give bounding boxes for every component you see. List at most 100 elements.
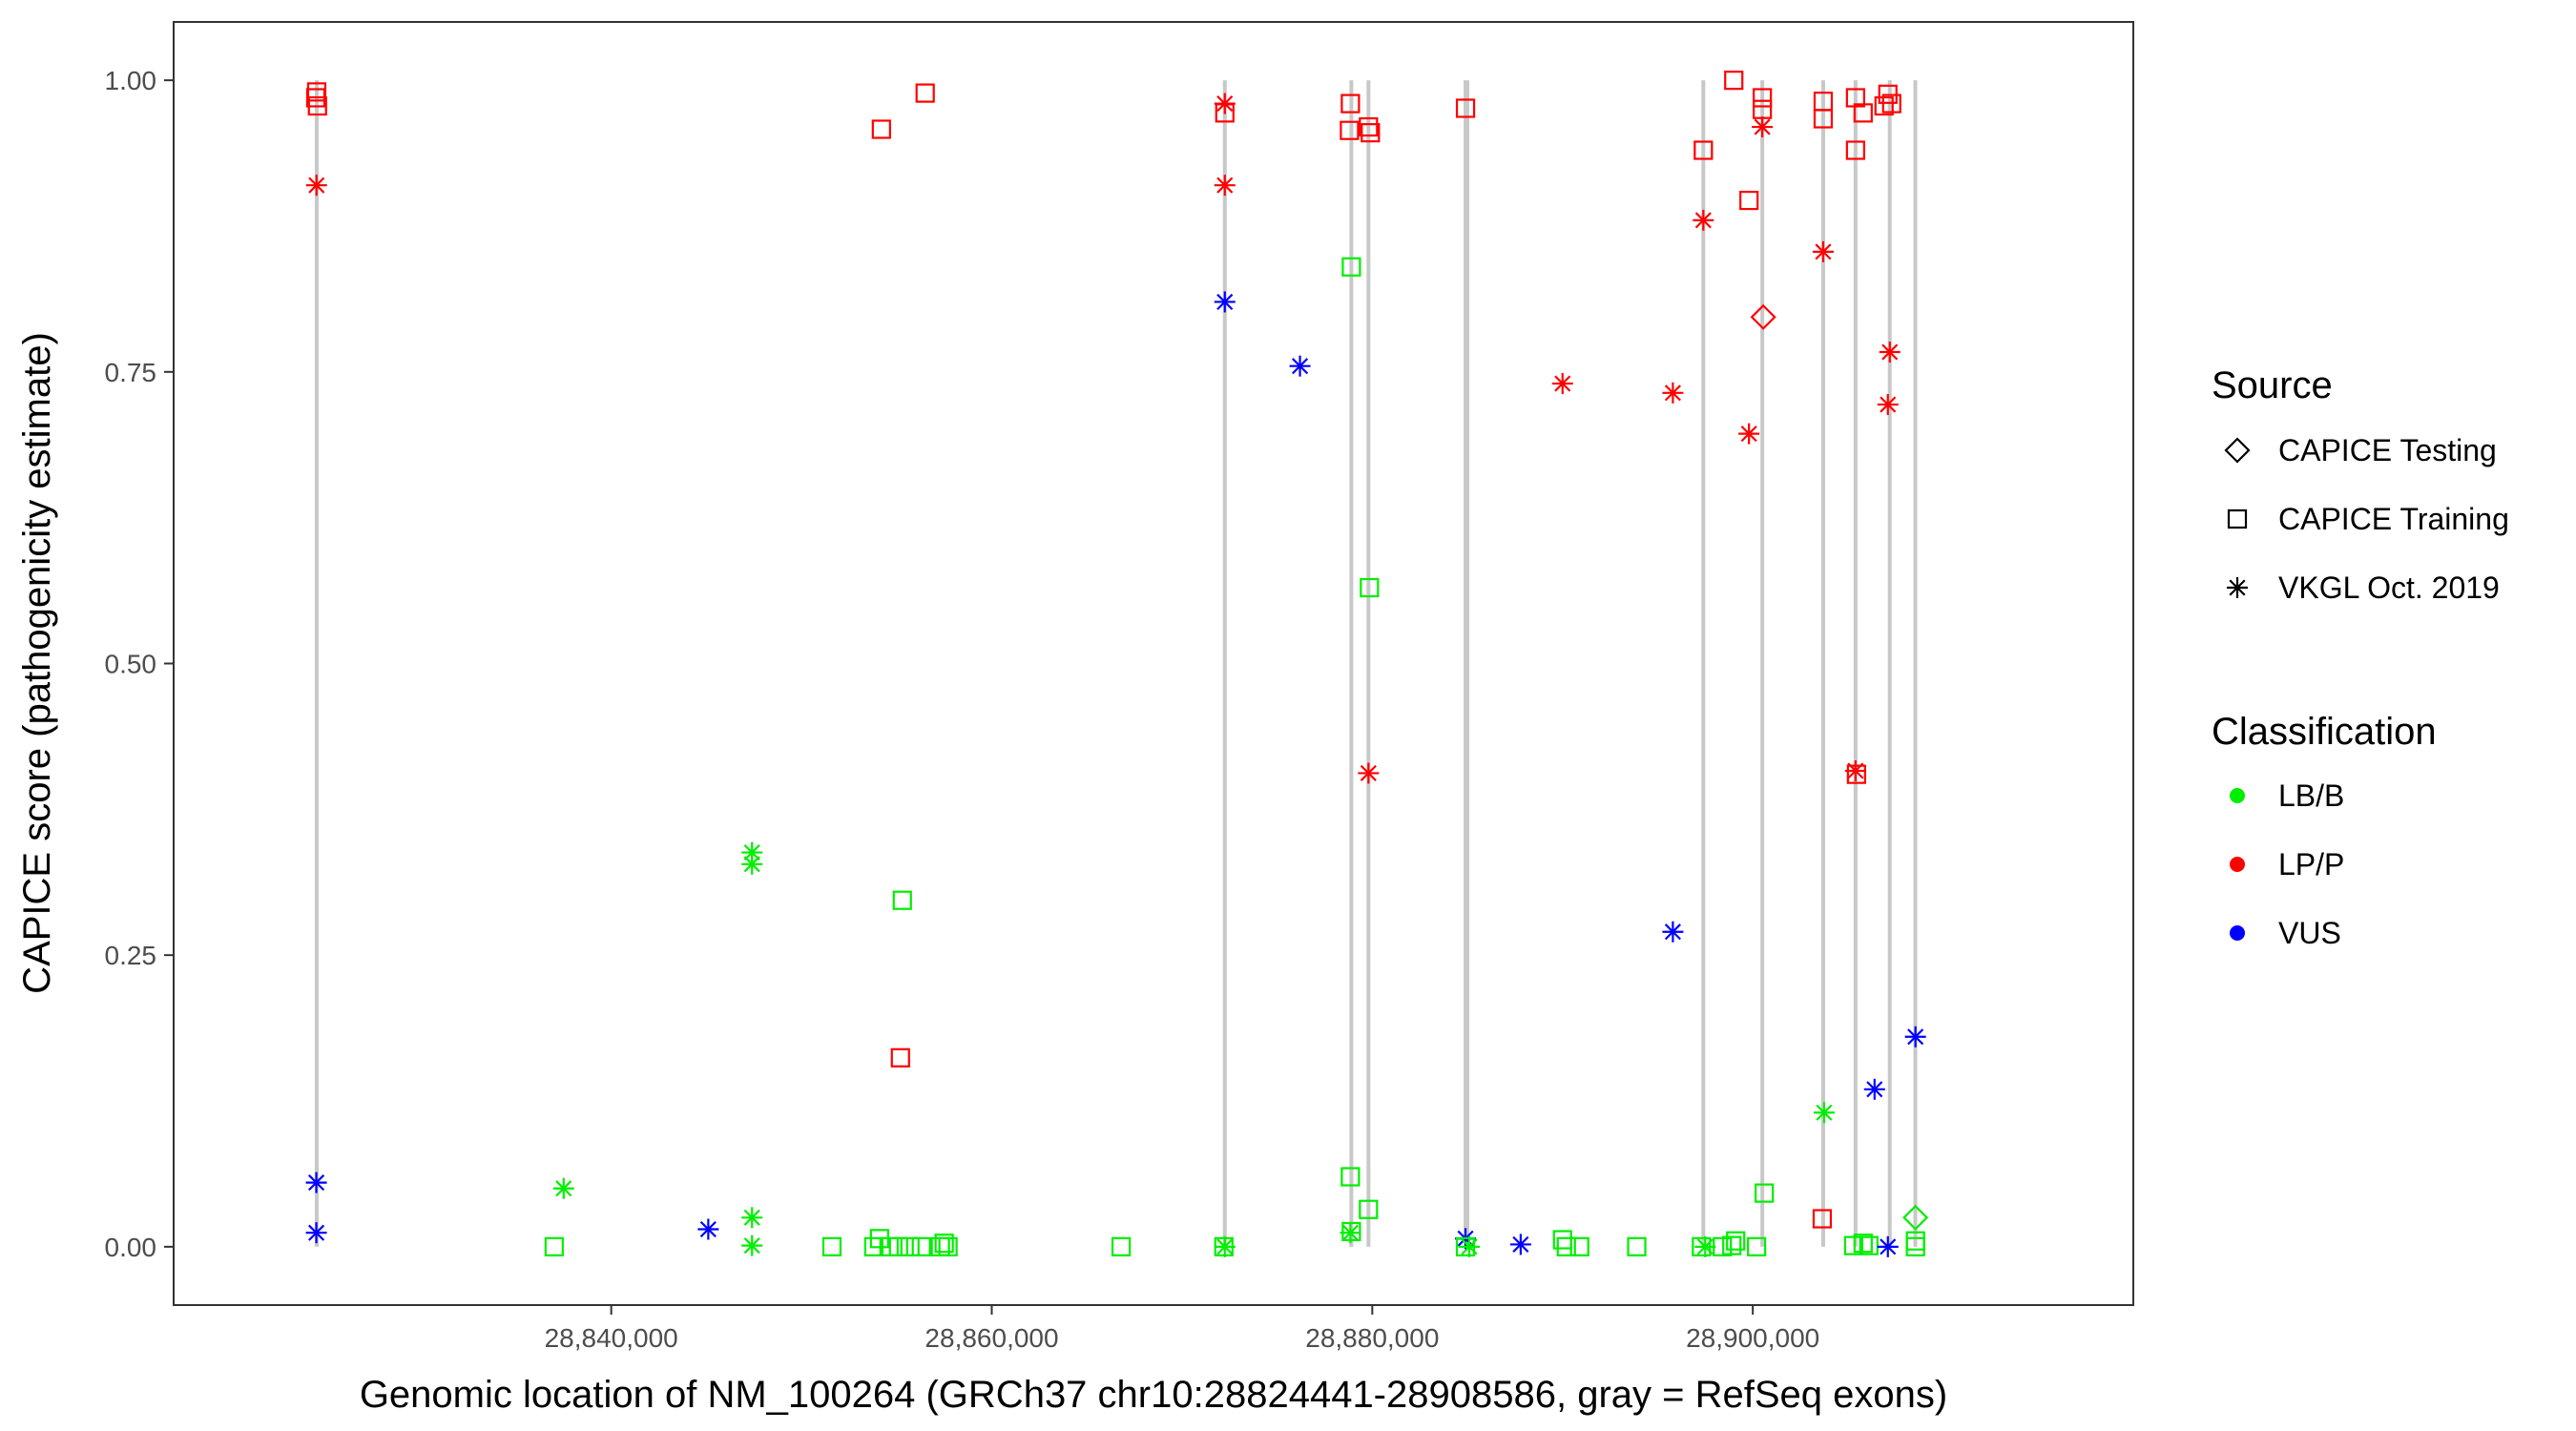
data-point-93 xyxy=(1877,394,1899,416)
data-point-60 xyxy=(1693,209,1714,231)
data-point-3 xyxy=(307,95,327,116)
data-point-58 xyxy=(1662,921,1684,943)
x-axis-title: Genomic location of NM_100264 (GRCh37 ch… xyxy=(360,1374,1947,1416)
data-point-23 xyxy=(900,1236,920,1256)
data-point-38 xyxy=(1341,257,1361,277)
data-points xyxy=(305,71,1929,1257)
exon-band-9 xyxy=(1853,80,1858,1247)
legend-class-label-vus: VUS xyxy=(2278,916,2341,950)
data-point-18 xyxy=(890,1047,910,1068)
legend-source-key-training xyxy=(2227,508,2248,529)
legend: Source Classification CAPICE Testing CAPI… xyxy=(2212,364,2509,950)
data-point-16 xyxy=(915,83,935,103)
data-point-68 xyxy=(1738,423,1760,445)
data-point-4 xyxy=(305,175,327,197)
data-point-17 xyxy=(892,890,912,910)
data-point-70 xyxy=(1753,88,1773,108)
exon-bands xyxy=(314,80,1918,1247)
data-point-39 xyxy=(1340,1167,1361,1187)
legend-source-label-training: CAPICE Training xyxy=(2278,502,2509,536)
data-point-7 xyxy=(544,1236,564,1256)
data-point-64 xyxy=(1722,1235,1742,1255)
y-tick-label-3: 0.50 xyxy=(105,650,157,679)
data-point-98 xyxy=(1905,1236,1925,1256)
x-tick-label-4: 28,900,000 xyxy=(1686,1323,1819,1353)
legend-class-key-vus xyxy=(2230,925,2245,941)
data-point-34 xyxy=(1214,1235,1236,1257)
data-point-84 xyxy=(1846,764,1866,784)
data-point-24 xyxy=(911,1236,931,1256)
exon-band-7 xyxy=(1760,80,1765,1247)
data-point-78 xyxy=(1813,1102,1835,1124)
data-point-94 xyxy=(1877,1235,1899,1257)
data-point-41 xyxy=(1340,1222,1361,1244)
exon-band-1 xyxy=(314,80,319,1247)
data-point-27 xyxy=(934,1234,954,1254)
data-point-6 xyxy=(305,1222,327,1244)
exon-band-11 xyxy=(1913,80,1918,1247)
data-point-87 xyxy=(1859,1235,1879,1255)
data-point-66 xyxy=(1724,71,1744,91)
y-tick-label-5: 1.00 xyxy=(105,66,157,95)
exon-band-10 xyxy=(1887,80,1892,1247)
data-point-76 xyxy=(1813,109,1834,129)
data-point-2 xyxy=(306,82,327,102)
data-point-8 xyxy=(552,1177,574,1199)
legend-source-label-vkgl: VKGL Oct. 2019 xyxy=(2278,570,2500,605)
data-point-95 xyxy=(1904,1026,1926,1047)
data-point-50 xyxy=(1459,1235,1481,1257)
y-tick-label-1: 0.00 xyxy=(105,1233,157,1262)
legend-class-key-lbb xyxy=(2230,788,2245,803)
data-point-9 xyxy=(697,1218,719,1240)
legend-source-title: Source xyxy=(2212,364,2333,406)
x-tick-label-3: 28,880,000 xyxy=(1305,1323,1439,1353)
data-point-59 xyxy=(1693,140,1714,160)
exon-band-8 xyxy=(1820,80,1825,1247)
data-point-32 xyxy=(1214,291,1236,313)
data-point-42 xyxy=(1359,116,1379,137)
legend-source-key-vkgl xyxy=(2227,577,2248,598)
data-point-12 xyxy=(741,1207,763,1229)
data-point-62 xyxy=(1694,1235,1716,1257)
data-point-67 xyxy=(1739,190,1759,211)
data-point-45 xyxy=(1358,762,1380,784)
data-point-47 xyxy=(1455,98,1476,118)
data-point-11 xyxy=(741,853,763,875)
data-point-54 xyxy=(1556,1236,1576,1256)
data-point-36 xyxy=(1340,93,1361,114)
data-point-46 xyxy=(1359,1199,1379,1219)
data-point-88 xyxy=(1863,1078,1885,1100)
data-point-30 xyxy=(1214,93,1236,114)
data-point-31 xyxy=(1214,175,1236,197)
data-point-5 xyxy=(305,1172,327,1193)
data-point-20 xyxy=(863,1236,883,1256)
exon-band-5 xyxy=(1464,80,1470,1247)
data-point-56 xyxy=(1627,1236,1647,1256)
data-point-52 xyxy=(1551,373,1573,395)
data-point-44 xyxy=(1360,577,1380,598)
data-point-73 xyxy=(1750,303,1776,330)
data-point-96 xyxy=(1902,1204,1929,1231)
legend-source-key-testing xyxy=(2224,437,2251,464)
legend-classification-title: Classification xyxy=(2212,711,2437,753)
data-point-77 xyxy=(1812,240,1834,262)
data-point-82 xyxy=(1853,103,1873,123)
exon-band-3 xyxy=(1349,80,1354,1247)
y-tick-label-4: 0.75 xyxy=(105,358,157,387)
x-axis: 28,840,000 28,860,000 28,880,000 28,900,000 xyxy=(545,1305,1819,1353)
exon-band-6 xyxy=(1701,80,1706,1247)
data-point-35 xyxy=(1289,355,1311,377)
data-point-91 xyxy=(1874,95,1894,116)
data-point-22 xyxy=(888,1236,908,1256)
y-axis-title: CAPICE score (pathogenicity estimate) xyxy=(16,332,58,994)
x-tick-label-2: 28,860,000 xyxy=(924,1323,1058,1353)
data-point-74 xyxy=(1755,1183,1775,1203)
data-point-14 xyxy=(821,1236,842,1256)
data-point-43 xyxy=(1361,123,1381,143)
data-point-26 xyxy=(938,1236,958,1256)
data-point-92 xyxy=(1879,342,1901,363)
y-tick-label-2: 0.25 xyxy=(105,941,157,970)
exon-band-2 xyxy=(1222,80,1227,1247)
data-point-86 xyxy=(1853,1234,1873,1254)
